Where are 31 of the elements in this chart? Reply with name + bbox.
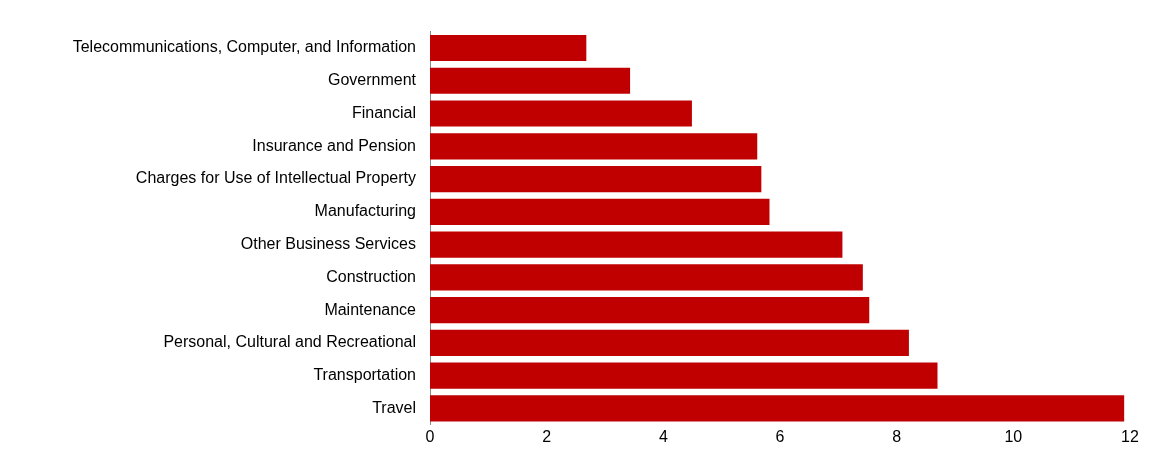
x-tick-label: 8 (892, 427, 902, 445)
x-tick-label: 2 (542, 427, 552, 445)
y-tick-label: Maintenance (324, 300, 417, 318)
y-tick-label: Charges for Use of Intellectual Property (135, 169, 416, 187)
bar (430, 34, 587, 62)
y-tick-label: Transportation (313, 366, 416, 384)
y-tick-label: Travel (372, 398, 416, 416)
y-tick-label: Telecommunications, Computer, and Information (72, 38, 416, 56)
y-tick-label: Other Business Services (240, 234, 416, 252)
bar (430, 100, 692, 127)
bar (430, 297, 870, 324)
y-tick-label: Construction (326, 267, 416, 285)
y-tick-label: Manufacturing (314, 202, 416, 220)
bar (430, 165, 762, 193)
bar (430, 264, 863, 291)
bar (430, 231, 843, 258)
y-tick-label: Personal, Cultural and Recreational (163, 333, 416, 351)
bar (430, 198, 770, 225)
y-tick-label: Insurance and Pension (252, 136, 416, 154)
x-tick-label: 6 (775, 427, 785, 445)
bar (430, 67, 631, 94)
x-tick-label: 4 (658, 427, 668, 445)
x-tick-label: 0 (425, 427, 435, 445)
bar (430, 329, 909, 356)
y-tick-label: Financial (351, 103, 416, 121)
x-tick-label: 12 (1121, 427, 1139, 445)
y-tick-label: Government (327, 71, 417, 89)
x-tick-label: 10 (1004, 427, 1023, 445)
bar (430, 133, 758, 160)
bar (430, 362, 938, 389)
bar (430, 395, 1125, 422)
